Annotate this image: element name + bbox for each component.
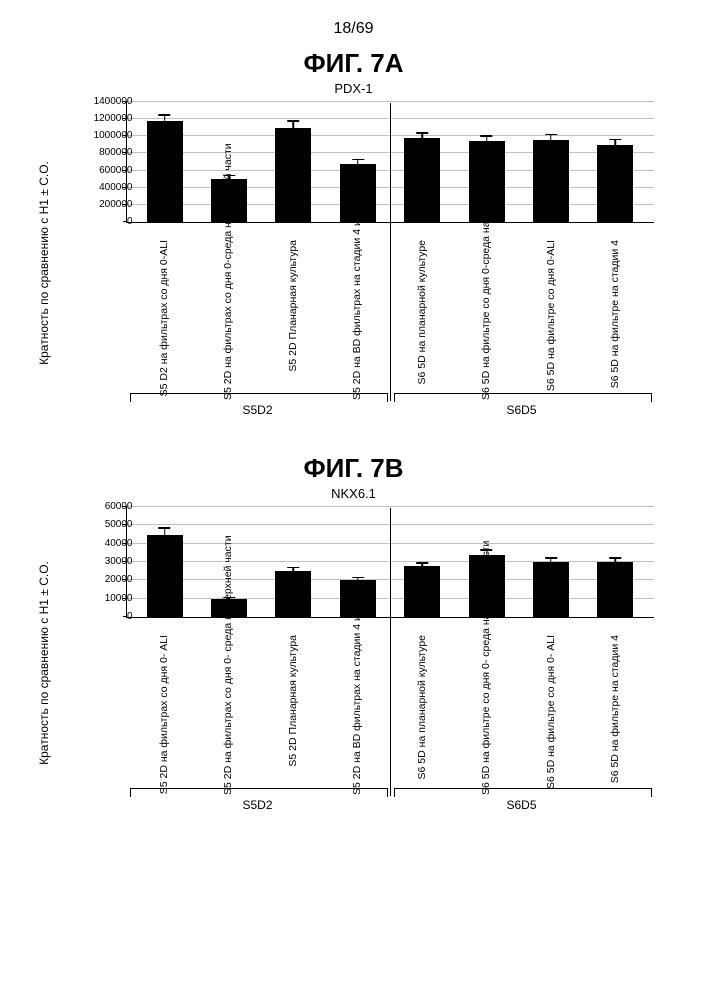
fig7a-ytick: 1200000 [77,114,133,124]
fig7a-xlabel: S6 5D на фильтре на стадии 4 [609,70,621,400]
fig7a-group-label: S5D2 [130,403,386,417]
fig7a-xlabel: S5 2D на BD фильтрах на стадии 4 и далее [351,70,363,400]
fig7a-ytick: 1000000 [77,131,133,141]
fig7b-xlabel: S5 2D на фильтрах со дня 0- среда на вер… [222,465,234,795]
fig7a-ytick: 600000 [77,166,133,176]
fig7b-xlabel: S6 5D на планарной культуре [416,465,428,795]
fig7b-xlabel: S6 5D на фильтре со дня 0- ALI [545,465,557,795]
fig7a-xlabel: S6 5D на фильтре со дня 0-ALI [545,70,557,400]
figure-7a-chart: Кратность по сравнению с H1 ± С.О. 02000… [54,102,654,423]
fig7a-ytick: 1400000 [77,97,133,107]
fig7a-xlabel: S6 5D на планарной культуре [416,70,428,400]
figure-7b-y-label: Кратность по сравнению с H1 ± С.О. [37,523,51,803]
fig7b-ytick: 50000 [77,520,133,530]
fig7b-group-label: S6D5 [394,798,650,812]
figure-7a-y-label: Кратность по сравнению с H1 ± С.О. [37,123,51,403]
fig7b-xlabel: S6 5D на фильтре со дня 0- среда на верх… [480,465,492,795]
fig7b-xlabel: S5 2D на BD фильтрах на стадии 4 и далее [351,465,363,795]
fig7b-ytick: 20000 [77,575,133,585]
fig7b-xlabel: S5 2D Планарная культура [287,465,299,795]
fig7b-xlabel: S6 5D на фильтре на стадии 4 [609,465,621,795]
fig7a-xlabel: S5 D2 на фильтрах со дня 0-ALI [158,70,170,400]
fig7a-xlabel: S5 2D Планарная культура [287,70,299,400]
figure-7b-chart: Кратность по сравнению с H1 ± С.О. 01000… [54,507,654,818]
fig7a-xlabel: S6 5D на фильтре со дня 0-среда на верхн… [480,70,492,400]
fig7b-xlabel: S5 2D на фильтрах со дня 0- ALI [158,465,170,795]
fig7a-ytick: 0 [77,217,133,227]
page-number: 18/69 [20,20,687,38]
fig7a-group-label: S6D5 [394,403,650,417]
fig7b-ytick: 10000 [77,594,133,604]
fig7b-ytick: 60000 [77,502,133,512]
fig7a-ytick: 400000 [77,183,133,193]
fig7b-ytick: 40000 [77,539,133,549]
fig7a-xlabel: S5 2D на фильтрах со дня 0-среда на верх… [222,70,234,400]
fig7a-ytick: 800000 [77,148,133,158]
fig7a-ytick: 200000 [77,200,133,210]
fig7b-ytick: 0 [77,612,133,622]
fig7b-ytick: 30000 [77,557,133,567]
fig7b-group-label: S5D2 [130,798,386,812]
